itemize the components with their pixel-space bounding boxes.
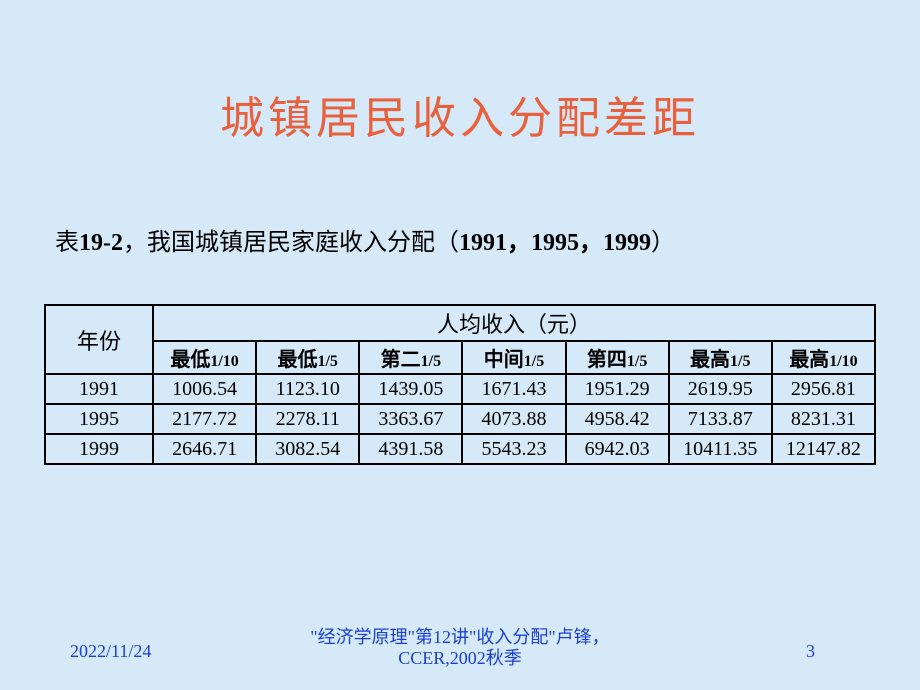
income-table-wrap: 年份 人均收入（元） 最低1/10 最低1/5 第二1/5 中间1/5 第四1/… <box>44 304 876 465</box>
col-header-4: 第四1/5 <box>566 341 669 374</box>
col-header-year: 年份 <box>45 305 153 374</box>
col-frac: 1/10 <box>210 353 238 370</box>
cell: 1951.29 <box>566 374 669 404</box>
col-zh: 第四 <box>587 349 627 371</box>
cell: 5543.23 <box>462 434 565 464</box>
caption-sep: ， <box>123 230 147 256</box>
col-header-5: 最高1/5 <box>669 341 772 374</box>
cell: 2278.11 <box>256 404 359 434</box>
cell-year: 1995 <box>45 404 153 434</box>
table-row: 1995 2177.72 2278.11 3363.67 4073.88 495… <box>45 404 875 434</box>
col-header-3: 中间1/5 <box>462 341 565 374</box>
cell: 1439.05 <box>359 374 462 404</box>
col-frac: 1/5 <box>421 353 441 370</box>
cell: 2619.95 <box>669 374 772 404</box>
col-header-6: 最高1/10 <box>772 341 875 374</box>
col-frac: 1/5 <box>317 353 337 370</box>
col-header-group: 人均收入（元） <box>153 305 875 341</box>
caption-text: 我国城镇居民家庭收入分配（ <box>147 230 459 256</box>
col-frac: 1/5 <box>524 353 544 370</box>
sub-header-row: 最低1/10 最低1/5 第二1/5 中间1/5 第四1/5 最高1/5 最高1… <box>45 341 875 374</box>
col-header-1: 最低1/5 <box>256 341 359 374</box>
cell: 2177.72 <box>153 404 256 434</box>
col-frac: 1/5 <box>730 353 750 370</box>
col-zh: 最高 <box>789 349 829 371</box>
table-row: 1999 2646.71 3082.54 4391.58 5543.23 694… <box>45 434 875 464</box>
cell: 12147.82 <box>772 434 875 464</box>
cell: 2646.71 <box>153 434 256 464</box>
table-row: 1991 1006.54 1123.10 1439.05 1671.43 195… <box>45 374 875 404</box>
col-header-0: 最低1/10 <box>153 341 256 374</box>
cell-year: 1999 <box>45 434 153 464</box>
slide-title: 城镇居民收入分配差距 <box>0 0 920 146</box>
col-zh: 中间 <box>484 349 524 371</box>
col-zh: 最高 <box>690 349 730 371</box>
table-caption: 表19-2，我国城镇居民家庭收入分配（1991，1995，1999） <box>55 222 675 257</box>
cell-year: 1991 <box>45 374 153 404</box>
caption-years: 1991，1995，1999 <box>459 230 651 256</box>
cell: 7133.87 <box>669 404 772 434</box>
cell: 4958.42 <box>566 404 669 434</box>
cell: 8231.31 <box>772 404 875 434</box>
footer-page-number: 3 <box>806 641 815 662</box>
cell: 10411.35 <box>669 434 772 464</box>
col-zh: 最低 <box>277 349 317 371</box>
cell: 1671.43 <box>462 374 565 404</box>
cell: 3082.54 <box>256 434 359 464</box>
col-frac: 1/5 <box>627 353 647 370</box>
footer-center: "经济学原理"第12讲"收入分配"卢锋，CCER,2002秋季 <box>280 627 640 670</box>
col-zh: 第二 <box>381 349 421 371</box>
col-header-2: 第二1/5 <box>359 341 462 374</box>
footer-date: 2022/11/24 <box>70 641 151 662</box>
cell: 1123.10 <box>256 374 359 404</box>
income-table: 年份 人均收入（元） 最低1/10 最低1/5 第二1/5 中间1/5 第四1/… <box>44 304 876 465</box>
cell: 2956.81 <box>772 374 875 404</box>
cell: 4073.88 <box>462 404 565 434</box>
cell: 6942.03 <box>566 434 669 464</box>
caption-close: ） <box>651 230 675 256</box>
caption-number: 19-2 <box>79 230 123 256</box>
cell: 1006.54 <box>153 374 256 404</box>
cell: 4391.58 <box>359 434 462 464</box>
caption-prefix: 表 <box>55 230 79 256</box>
cell: 3363.67 <box>359 404 462 434</box>
col-zh: 最低 <box>170 349 210 371</box>
col-frac: 1/10 <box>829 353 857 370</box>
